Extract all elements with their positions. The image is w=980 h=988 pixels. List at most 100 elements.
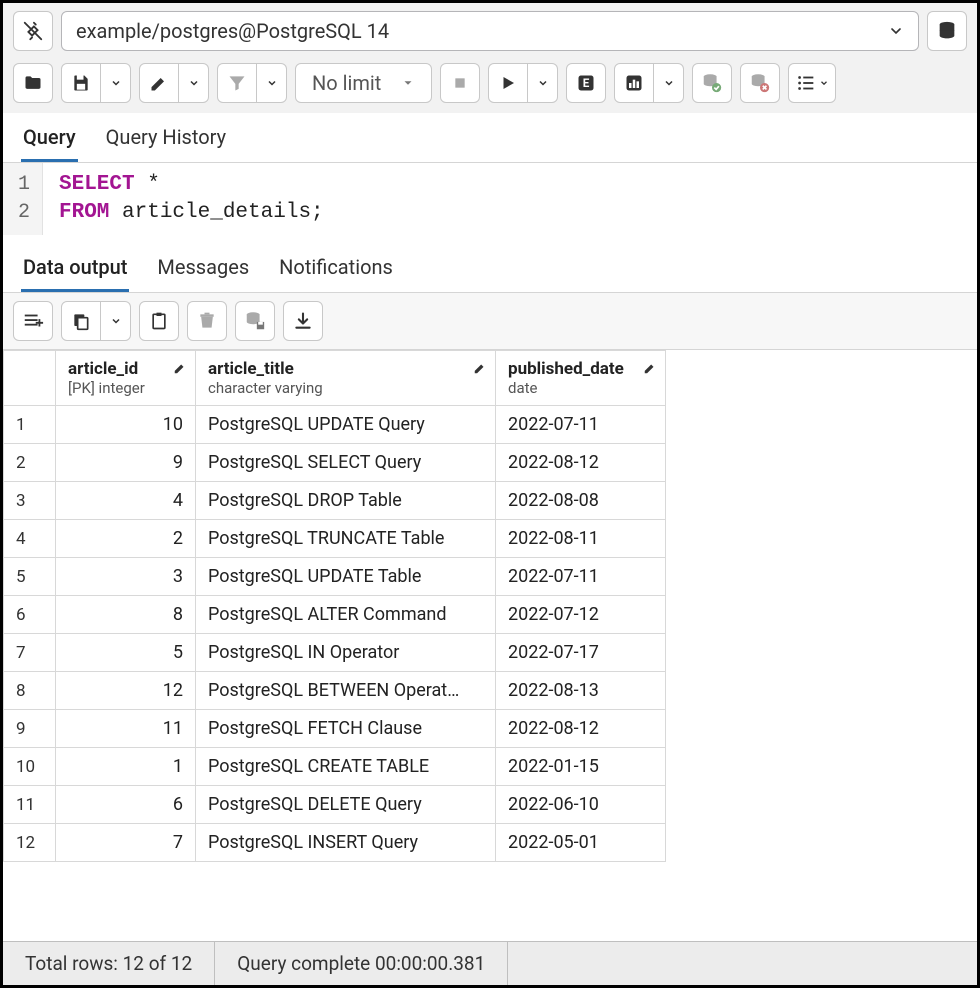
limit-label: No limit bbox=[312, 71, 381, 95]
status-time: Query complete 00:00:00.381 bbox=[215, 942, 508, 985]
tab-data-output[interactable]: Data output bbox=[21, 249, 129, 292]
cell[interactable]: 2022-07-11 bbox=[496, 558, 666, 596]
cell[interactable]: 2022-06-10 bbox=[496, 786, 666, 824]
cell[interactable]: 2022-07-11 bbox=[496, 406, 666, 444]
list-icon bbox=[795, 72, 817, 94]
cell[interactable]: PostgreSQL SELECT Query bbox=[196, 444, 496, 482]
cell[interactable]: 3 bbox=[56, 558, 196, 596]
table-row[interactable]: 127PostgreSQL INSERT Query2022-05-01 bbox=[4, 824, 666, 862]
analyze-dropdown[interactable] bbox=[654, 63, 684, 103]
output-toolbar bbox=[3, 293, 977, 350]
table-row[interactable]: 110PostgreSQL UPDATE Query2022-07-11 bbox=[4, 406, 666, 444]
paste-button[interactable] bbox=[139, 301, 179, 341]
open-button[interactable] bbox=[13, 63, 53, 103]
cell[interactable]: PostgreSQL ALTER Command bbox=[196, 596, 496, 634]
cell[interactable]: 12 bbox=[56, 672, 196, 710]
cell[interactable]: 2022-08-08 bbox=[496, 482, 666, 520]
run-dropdown[interactable] bbox=[528, 63, 558, 103]
play-icon bbox=[499, 74, 517, 92]
add-row-button[interactable] bbox=[13, 301, 53, 341]
cell[interactable]: 9 bbox=[56, 444, 196, 482]
tab-history[interactable]: Query History bbox=[104, 119, 228, 162]
cell[interactable]: 2022-07-17 bbox=[496, 634, 666, 672]
chevron-down-icon bbox=[819, 78, 829, 88]
explain-button[interactable]: E bbox=[566, 63, 606, 103]
cell[interactable]: PostgreSQL BETWEEN Operat… bbox=[196, 672, 496, 710]
macros-button[interactable] bbox=[788, 63, 836, 103]
cell[interactable]: PostgreSQL INSERT Query bbox=[196, 824, 496, 862]
cell[interactable]: 2022-07-12 bbox=[496, 596, 666, 634]
table-row[interactable]: 42PostgreSQL TRUNCATE Table2022-08-11 bbox=[4, 520, 666, 558]
copy-dropdown[interactable] bbox=[101, 301, 131, 341]
column-header[interactable]: published_datedate bbox=[496, 351, 666, 406]
cell[interactable]: 2022-01-15 bbox=[496, 748, 666, 786]
cell[interactable]: 10 bbox=[56, 406, 196, 444]
column-header[interactable]: article_id[PK] integer bbox=[56, 351, 196, 406]
filter-dropdown[interactable] bbox=[257, 63, 287, 103]
disconnect-button[interactable] bbox=[13, 11, 53, 51]
save-dropdown[interactable] bbox=[101, 63, 131, 103]
cell[interactable]: PostgreSQL DELETE Query bbox=[196, 786, 496, 824]
table-row[interactable]: 75PostgreSQL IN Operator2022-07-17 bbox=[4, 634, 666, 672]
filter-button[interactable] bbox=[217, 63, 257, 103]
cell[interactable]: 2022-08-13 bbox=[496, 672, 666, 710]
data-table[interactable]: article_id[PK] integerarticle_titlechara… bbox=[3, 350, 666, 862]
cell[interactable]: PostgreSQL UPDATE Query bbox=[196, 406, 496, 444]
copy-button[interactable] bbox=[61, 301, 101, 341]
row-number: 4 bbox=[4, 520, 56, 558]
edit-button[interactable] bbox=[139, 63, 179, 103]
edit-dropdown[interactable] bbox=[179, 63, 209, 103]
row-number: 12 bbox=[4, 824, 56, 862]
cell[interactable]: 2022-05-01 bbox=[496, 824, 666, 862]
tab-query[interactable]: Query bbox=[21, 119, 78, 162]
tab-messages[interactable]: Messages bbox=[155, 249, 251, 292]
table-row[interactable]: 812PostgreSQL BETWEEN Operat…2022-08-13 bbox=[4, 672, 666, 710]
cell[interactable]: 2022-08-12 bbox=[496, 710, 666, 748]
plug-icon bbox=[22, 20, 44, 42]
cell[interactable]: 2 bbox=[56, 520, 196, 558]
cell[interactable]: PostgreSQL CREATE TABLE bbox=[196, 748, 496, 786]
cell[interactable]: 6 bbox=[56, 786, 196, 824]
rollback-button[interactable] bbox=[740, 63, 780, 103]
delete-row-button[interactable] bbox=[187, 301, 227, 341]
table-row[interactable]: 116PostgreSQL DELETE Query2022-06-10 bbox=[4, 786, 666, 824]
cell[interactable]: PostgreSQL DROP Table bbox=[196, 482, 496, 520]
table-row[interactable]: 29PostgreSQL SELECT Query2022-08-12 bbox=[4, 444, 666, 482]
cell[interactable]: 11 bbox=[56, 710, 196, 748]
server-button[interactable] bbox=[927, 11, 967, 51]
dropdown-caret-icon bbox=[401, 76, 415, 90]
cell[interactable]: 2022-08-11 bbox=[496, 520, 666, 558]
row-number: 7 bbox=[4, 634, 56, 672]
download-button[interactable] bbox=[283, 301, 323, 341]
limit-select[interactable]: No limit bbox=[295, 63, 432, 103]
chevron-down-icon bbox=[537, 77, 549, 89]
stop-button[interactable] bbox=[440, 63, 480, 103]
sql-editor[interactable]: 1 2 SELECT *FROM article_details; bbox=[3, 163, 977, 235]
code-area[interactable]: SELECT *FROM article_details; bbox=[43, 163, 340, 235]
analyze-button[interactable] bbox=[614, 63, 654, 103]
table-row[interactable]: 101PostgreSQL CREATE TABLE2022-01-15 bbox=[4, 748, 666, 786]
line-gutter: 1 2 bbox=[3, 163, 43, 235]
commit-button[interactable] bbox=[692, 63, 732, 103]
filter-icon bbox=[227, 73, 247, 93]
tab-notifications[interactable]: Notifications bbox=[277, 249, 395, 292]
cell[interactable]: 7 bbox=[56, 824, 196, 862]
cell[interactable]: PostgreSQL UPDATE Table bbox=[196, 558, 496, 596]
cell[interactable]: 1 bbox=[56, 748, 196, 786]
connection-select[interactable]: example/postgres@PostgreSQL 14 bbox=[61, 11, 919, 51]
cell[interactable]: PostgreSQL TRUNCATE Table bbox=[196, 520, 496, 558]
table-row[interactable]: 68PostgreSQL ALTER Command2022-07-12 bbox=[4, 596, 666, 634]
cell[interactable]: 4 bbox=[56, 482, 196, 520]
cell[interactable]: PostgreSQL FETCH Clause bbox=[196, 710, 496, 748]
run-button[interactable] bbox=[488, 63, 528, 103]
column-header[interactable]: article_titlecharacter varying bbox=[196, 351, 496, 406]
cell[interactable]: 5 bbox=[56, 634, 196, 672]
table-row[interactable]: 911PostgreSQL FETCH Clause2022-08-12 bbox=[4, 710, 666, 748]
save-button[interactable] bbox=[61, 63, 101, 103]
cell[interactable]: 8 bbox=[56, 596, 196, 634]
table-row[interactable]: 53PostgreSQL UPDATE Table2022-07-11 bbox=[4, 558, 666, 596]
table-row[interactable]: 34PostgreSQL DROP Table2022-08-08 bbox=[4, 482, 666, 520]
save-data-button[interactable] bbox=[235, 301, 275, 341]
cell[interactable]: 2022-08-12 bbox=[496, 444, 666, 482]
cell[interactable]: PostgreSQL IN Operator bbox=[196, 634, 496, 672]
